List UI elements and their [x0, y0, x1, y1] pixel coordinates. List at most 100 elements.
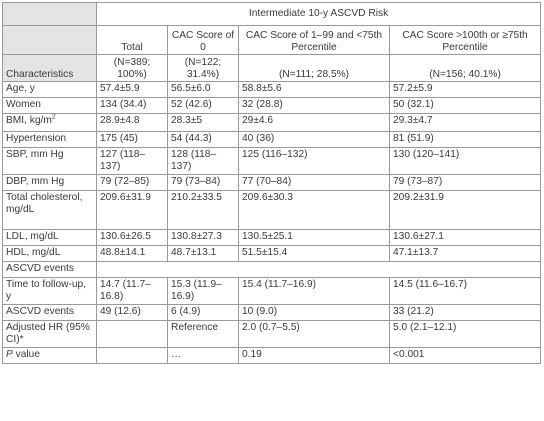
row-label-text: DBP, mm Hg — [6, 176, 65, 187]
table-cell: 79 (73–84) — [167, 174, 239, 191]
table-row: Adjusted HR (95% CI)* Reference 2.0 (0.7–5… — [2, 320, 542, 348]
row-label: P value — [2, 347, 97, 364]
ascvd-risk-table: Intermediate 10-y ASCVD Risk Total CAC S… — [2, 2, 542, 364]
table-cell: 48.7±13.1 — [167, 245, 239, 262]
table-cell: 5.0 (2.1–12.1) — [388, 320, 542, 348]
table-cell: 28.3±5 — [167, 113, 239, 132]
table-cell: 210.2±33.5 — [167, 190, 239, 230]
row-label-text: value — [12, 349, 40, 360]
column-n-row: Characteristics (N=389; 100%) (N=122; 31… — [2, 54, 542, 82]
table-cell: 47.1±13.7 — [388, 245, 542, 262]
table-cell: 134 (34.4) — [96, 97, 168, 114]
row-label: DBP, mm Hg — [2, 174, 97, 191]
row-label: Adjusted HR (95% CI)* — [2, 320, 97, 348]
row-label-text: Women — [6, 99, 41, 110]
table-row: Hypertension 175 (45) 54 (44.3) 40 (36) 81 (… — [2, 131, 542, 148]
table-cell: 54 (44.3) — [167, 131, 239, 148]
table-cell: 15.4 (11.7–16.9) — [238, 277, 390, 305]
table-cell — [96, 320, 168, 348]
section-empty-cell — [95, 261, 542, 278]
group-header-row: Intermediate 10-y ASCVD Risk — [2, 2, 542, 26]
table-cell: 2.0 (0.7–5.5) — [238, 320, 390, 348]
table-cell: 29.3±4.7 — [388, 113, 542, 132]
table-row: ASCVD events 49 (12.6) 6 (4.9) 10 (9.0) 33 (… — [2, 304, 542, 321]
table-cell: 79 (72–85) — [96, 174, 168, 191]
row-label: Hypertension — [2, 131, 97, 148]
table-cell: 125 (116–132) — [238, 147, 390, 175]
column-n-total: (N=389; 100%) — [96, 54, 168, 82]
table-cell: 128 (118–137) — [167, 147, 239, 175]
table-cell: … — [167, 347, 239, 364]
row-label: ASCVD events — [2, 261, 97, 278]
table-row: HDL, mg/dL 48.8±14.1 48.7±13.1 51.5±15.4 47.… — [2, 245, 542, 262]
table-row: SBP, mm Hg 127 (118–137) 128 (118–137) 125 … — [2, 147, 542, 175]
table-cell: 130 (120–141) — [388, 147, 542, 175]
row-label-superscript: 2 — [51, 113, 56, 121]
row-label: Age, y — [2, 81, 97, 98]
table-cell: 56.5±6.0 — [167, 81, 239, 98]
row-label: SBP, mm Hg — [2, 147, 97, 175]
table-cell: 175 (45) — [96, 131, 168, 148]
row-label: Total cholesterol, mg/dL — [2, 190, 97, 230]
table-row: Women 134 (34.4) 52 (42.6) 32 (28.8) 50 (32.… — [2, 97, 542, 114]
table-row: ASCVD events — [2, 261, 542, 278]
row-label-italic: P — [6, 349, 13, 360]
table-cell: <0.001 — [388, 347, 542, 364]
column-title-cac-100: CAC Score >100th or ≥75th Percentile — [388, 25, 542, 55]
table-cell: 57.4±5.9 — [96, 81, 168, 98]
table-cell: 79 (73–87) — [388, 174, 542, 191]
table-cell: 209.6±30.3 — [238, 190, 390, 230]
table-cell: 130.5±25.1 — [238, 229, 390, 246]
table-row: BMI, kg/m2 28.9±4.8 28.3±5 29±4.6 29.3±4.7 — [2, 113, 542, 132]
table-cell: 15.3 (11.9–16.9) — [167, 277, 239, 305]
column-title-cac-0: CAC Score of 0 — [167, 25, 239, 55]
column-title-row: Total CAC Score of 0 CAC Score of 1–99 a… — [2, 25, 542, 55]
table-cell: 32 (28.8) — [238, 97, 390, 114]
row-label: BMI, kg/m2 — [2, 113, 97, 132]
table-cell: 0.19 — [238, 347, 390, 364]
table-cell: 14.7 (11.7–16.8) — [96, 277, 168, 305]
table-cell: 48.8±14.1 — [96, 245, 168, 262]
header-corner — [2, 25, 97, 55]
table-cell: 14.5 (11.6–16.7) — [388, 277, 542, 305]
row-label-text: Hypertension — [6, 133, 67, 144]
row-label: HDL, mg/dL — [2, 245, 97, 262]
group-header: Intermediate 10-y ASCVD Risk — [95, 2, 542, 26]
row-label-text: BMI, kg/m — [6, 115, 52, 126]
table-cell — [96, 347, 168, 364]
table-cell: 209.6±31.9 — [96, 190, 168, 230]
column-title-cac-1-99: CAC Score of 1–99 and <75th Percentile — [238, 25, 390, 55]
row-label: Time to follow-up, y — [2, 277, 97, 305]
row-label-text: ASCVD events — [6, 263, 74, 274]
table-cell: 49 (12.6) — [96, 304, 168, 321]
table-cell: 29±4.6 — [238, 113, 390, 132]
table-cell: 28.9±4.8 — [96, 113, 168, 132]
row-label-text: LDL, mg/dL — [6, 231, 59, 242]
row-label-text: SBP, mm Hg — [6, 149, 64, 160]
row-label-text: Time to follow-up, y — [6, 279, 87, 302]
row-label-text: ASCVD events — [6, 306, 74, 317]
table-cell: 77 (70–84) — [238, 174, 390, 191]
row-label: LDL, mg/dL — [2, 229, 97, 246]
table-cell: 33 (21.2) — [388, 304, 542, 321]
column-title-total: Total — [96, 25, 168, 55]
column-n-cac-0: (N=122; 31.4%) — [167, 54, 239, 82]
table-cell: 6 (4.9) — [167, 304, 239, 321]
row-label-text: Total cholesterol, mg/dL — [6, 192, 83, 215]
table-row: Time to follow-up, y 14.7 (11.7–16.8) 15.3… — [2, 277, 542, 305]
row-label: Women — [2, 97, 97, 114]
header-corner — [2, 2, 97, 26]
table-row: LDL, mg/dL 130.6±26.5 130.8±27.3 130.5±25.1… — [2, 229, 542, 246]
table-cell: 130.8±27.3 — [167, 229, 239, 246]
row-label-text: Age, y — [6, 83, 35, 94]
characteristics-header: Characteristics — [2, 54, 97, 82]
table-cell: 50 (32.1) — [388, 97, 542, 114]
table-cell: 209.2±31.9 — [388, 190, 542, 230]
table-row: Total cholesterol, mg/dL 209.6±31.9 210.2±… — [2, 190, 542, 230]
row-label-text: Adjusted HR (95% CI)* — [6, 322, 90, 345]
column-n-cac-100: (N=156; 40.1%) — [388, 54, 542, 82]
table-cell: 40 (36) — [238, 131, 390, 148]
table-cell: 127 (118–137) — [96, 147, 168, 175]
table-cell: 57.2±5.9 — [388, 81, 542, 98]
row-label: ASCVD events — [2, 304, 97, 321]
